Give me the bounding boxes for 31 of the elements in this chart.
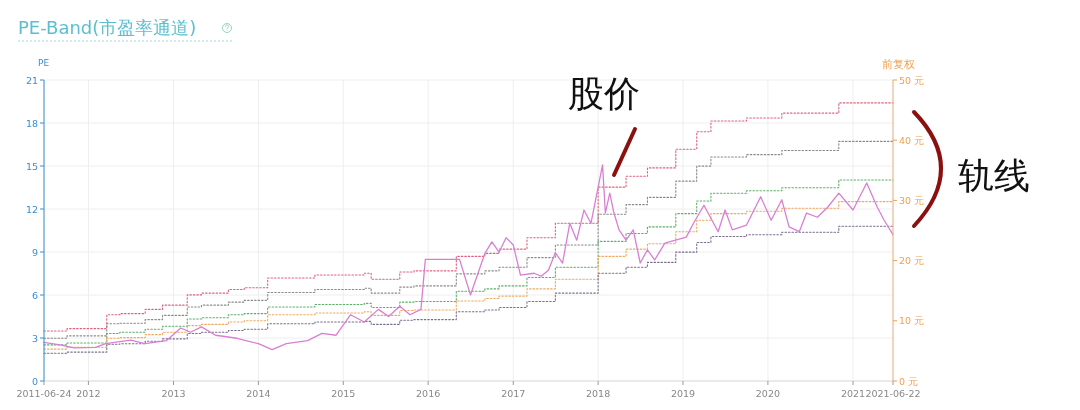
y2-tick-label: 0 元: [899, 375, 919, 387]
y-tick-label: 18: [25, 117, 38, 129]
chart-title: PE-Band(市盈率通道): [18, 17, 197, 38]
text: 轨线: [958, 155, 1030, 196]
y-tick-label: 0: [31, 375, 38, 387]
x-tick-label: 2021: [840, 388, 866, 399]
x-tick-label: 2012: [76, 388, 101, 399]
x-tick-label: 2020: [755, 388, 780, 399]
x-tick-label: 2011-06-24: [16, 388, 72, 399]
y2-tick-label: 50 元: [899, 74, 925, 86]
y-tick-label: 9: [31, 246, 38, 258]
x-tick-label: 2016: [416, 388, 441, 399]
y2-tick-label: 10 元: [899, 315, 925, 327]
x-tick-label: 2019: [670, 388, 696, 399]
y-tick-label: 6: [31, 289, 38, 301]
y-tick-label: 21: [25, 74, 38, 86]
y2-tick-label: 40 元: [899, 134, 925, 146]
y-tick-label: 3: [31, 332, 38, 344]
y2-axis-title: 前复权: [882, 58, 915, 71]
y-axis-title: PE: [38, 58, 50, 68]
annotation: 股价: [568, 73, 640, 114]
y2-tick-label: 20 元: [899, 255, 925, 267]
x-tick-label: 2021-06-22: [865, 388, 921, 399]
x-tick-label: 2017: [501, 388, 526, 399]
x-tick-label: 2018: [586, 388, 611, 399]
x-tick-label: 2014: [246, 388, 271, 399]
x-tick-label: 2015: [331, 388, 356, 399]
y-tick-label: 15: [25, 160, 38, 172]
x-tick-label: 2013: [161, 388, 186, 399]
y2-tick-label: 30 元: [899, 194, 925, 206]
y-tick-label: 12: [25, 203, 38, 215]
